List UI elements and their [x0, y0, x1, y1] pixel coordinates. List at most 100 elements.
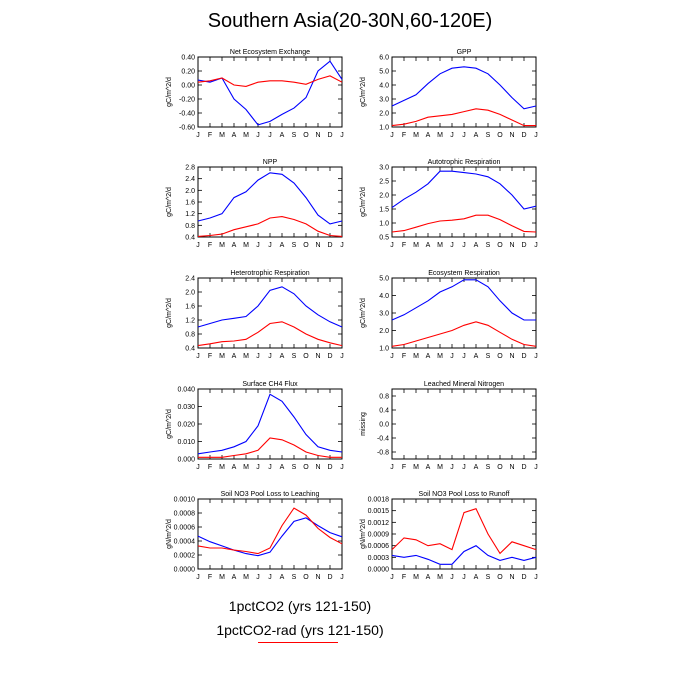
- y-tick-label: 4.0: [379, 83, 389, 90]
- y-tick-label: 0.0009: [368, 532, 390, 539]
- panel-title: Autotrophic Respiration: [428, 159, 501, 166]
- x-tick-label: J: [196, 242, 200, 249]
- x-tick-label: S: [486, 464, 491, 471]
- series-line-2: [197, 75, 343, 87]
- x-tick-label: A: [426, 132, 431, 139]
- y-tick-label: 0.4: [185, 346, 195, 353]
- x-tick-label: J: [196, 574, 200, 581]
- series-line-1: [197, 60, 343, 126]
- y-tick-label: 2.5: [379, 179, 389, 186]
- panel-title: Surface CH4 Flux: [242, 381, 298, 388]
- panel-4: Autotrophic Respiration 0.5 1.0 1.5 2.0 2.5 3.…: [360, 159, 538, 249]
- x-tick-label: F: [208, 574, 212, 581]
- x-tick-label: D: [327, 242, 332, 249]
- y-tick-label: 1.2: [185, 211, 195, 218]
- x-tick-label: J: [450, 353, 454, 360]
- x-tick-label: A: [280, 242, 285, 249]
- y-tick-label: 0.0000: [174, 567, 196, 574]
- y-tick-label: -0.60: [179, 125, 195, 132]
- panel-title: Soil NO3 Pool Loss to Runoff: [419, 491, 510, 498]
- y-tick-label: 2.0: [379, 328, 389, 335]
- y-tick-label: 0.0008: [174, 511, 196, 518]
- x-tick-label: A: [426, 353, 431, 360]
- y-tick-label: 0.000: [177, 457, 195, 464]
- x-tick-label: A: [232, 574, 237, 581]
- y-tick-label: 6.0: [379, 55, 389, 62]
- x-tick-label: M: [243, 353, 249, 360]
- x-tick-label: S: [292, 242, 297, 249]
- x-tick-label: A: [232, 464, 237, 471]
- x-tick-label: M: [413, 242, 419, 249]
- x-tick-label: N: [315, 242, 320, 249]
- x-tick-label: M: [437, 574, 443, 581]
- x-tick-label: M: [413, 353, 419, 360]
- x-tick-label: O: [303, 464, 309, 471]
- x-tick-label: O: [497, 242, 503, 249]
- y-tick-label: -0.40: [179, 111, 195, 118]
- x-tick-label: F: [208, 242, 212, 249]
- series-line-1: [391, 66, 537, 110]
- x-tick-label: F: [402, 353, 406, 360]
- y-axis-label: gN/m^2/d: [360, 519, 367, 549]
- y-tick-label: 0.5: [379, 235, 389, 242]
- x-tick-label: A: [280, 353, 285, 360]
- x-tick-label: F: [402, 132, 406, 139]
- x-tick-label: A: [474, 242, 479, 249]
- x-tick-label: J: [534, 574, 538, 581]
- x-tick-label: J: [268, 574, 272, 581]
- x-tick-label: J: [340, 574, 344, 581]
- x-tick-label: D: [327, 574, 332, 581]
- y-tick-label: 5.0: [379, 276, 389, 283]
- x-tick-label: F: [208, 132, 212, 139]
- x-tick-label: M: [243, 132, 249, 139]
- y-tick-label: 0.010: [177, 439, 195, 446]
- panel-5: Heterotrophic Respiration 0.4 0.8 1.2 1.6 2.0…: [166, 270, 344, 360]
- x-tick-label: J: [534, 242, 538, 249]
- x-tick-label: M: [437, 464, 443, 471]
- y-tick-label: 5.0: [379, 69, 389, 76]
- y-tick-label: -0.8: [377, 450, 389, 457]
- x-tick-label: J: [390, 574, 394, 581]
- y-tick-label: 0.0012: [368, 520, 390, 527]
- x-tick-label: J: [256, 132, 260, 139]
- x-tick-label: M: [437, 353, 443, 360]
- x-tick-label: D: [327, 132, 332, 139]
- x-tick-label: S: [486, 353, 491, 360]
- x-tick-label: A: [426, 574, 431, 581]
- x-tick-label: J: [450, 464, 454, 471]
- plot-frame: [197, 498, 343, 570]
- y-tick-label: 1.0: [379, 346, 389, 353]
- x-tick-label: J: [340, 242, 344, 249]
- y-tick-label: 0.20: [181, 69, 195, 76]
- y-axis-label: gC/m^2/d: [166, 409, 173, 439]
- y-tick-label: 4.0: [379, 293, 389, 300]
- y-tick-label: 1.5: [379, 207, 389, 214]
- x-tick-label: M: [413, 464, 419, 471]
- x-tick-label: O: [497, 353, 503, 360]
- series-line-2: [197, 507, 343, 555]
- y-tick-label: 0.0002: [174, 553, 196, 560]
- series-line-1: [197, 172, 343, 225]
- panel-7: Surface CH4 Flux 0.000 0.010 0.020 0.030 0.04…: [166, 381, 344, 471]
- x-tick-label: J: [340, 353, 344, 360]
- x-tick-label: A: [474, 574, 479, 581]
- x-tick-label: D: [521, 242, 526, 249]
- y-tick-label: 0.0003: [368, 555, 390, 562]
- y-tick-label: 2.0: [379, 193, 389, 200]
- panel-6: Ecosystem Respiration 1.0 2.0 3.0 4.0 5.0 gC/m…: [360, 270, 538, 360]
- x-tick-label: A: [232, 242, 237, 249]
- x-tick-label: J: [450, 132, 454, 139]
- y-tick-label: 0.0010: [174, 497, 196, 504]
- x-tick-label: O: [497, 464, 503, 471]
- x-tick-label: J: [256, 464, 260, 471]
- plot-frame: [391, 56, 537, 128]
- y-tick-label: 3.0: [379, 311, 389, 318]
- x-tick-label: A: [280, 464, 285, 471]
- y-tick-label: 1.0: [379, 125, 389, 132]
- series-line-2: [198, 437, 342, 458]
- series-line-1: [391, 279, 536, 321]
- x-tick-label: D: [521, 132, 526, 139]
- x-tick-label: N: [315, 574, 320, 581]
- x-tick-label: J: [390, 353, 394, 360]
- y-axis-label: gN/m^2/d: [166, 519, 173, 549]
